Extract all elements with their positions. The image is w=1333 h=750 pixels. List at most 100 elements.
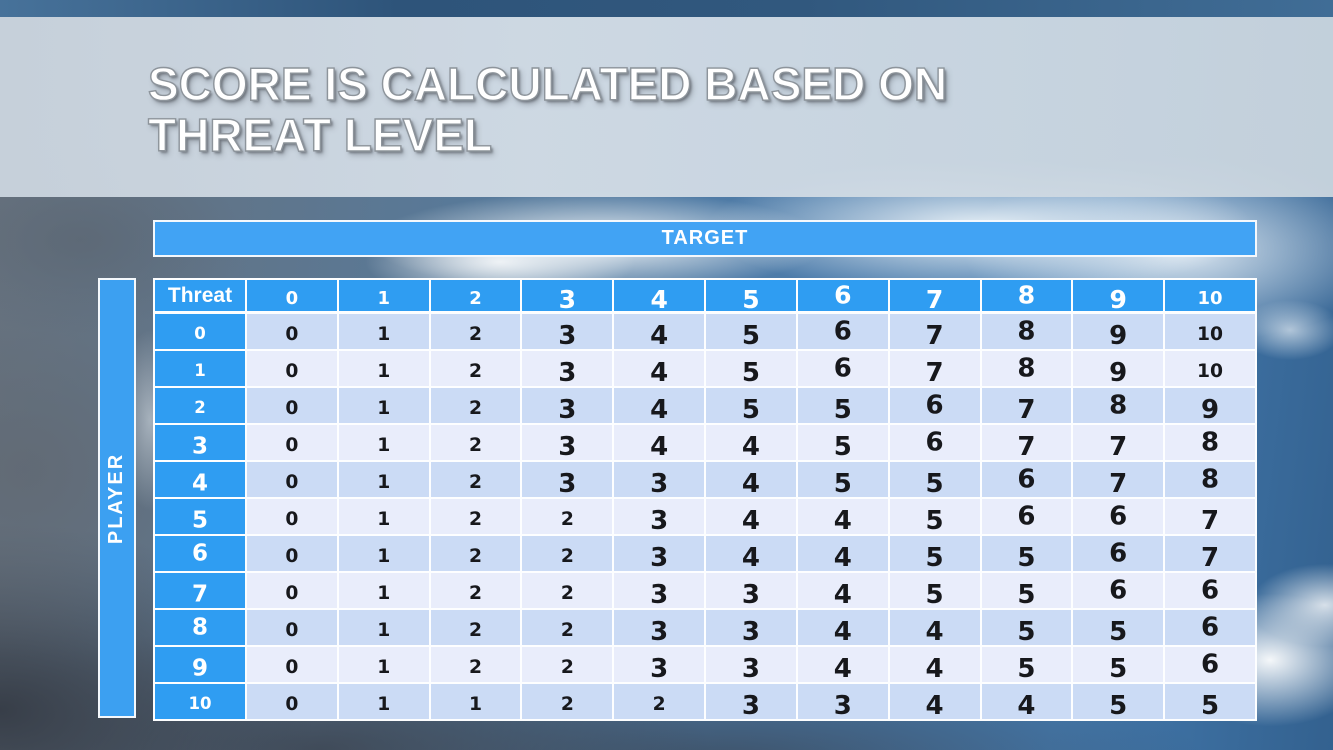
score-cell: 2 [428,386,523,425]
cell-value: 0 [285,360,299,382]
cell-value: 3 [650,579,669,609]
cell-value: 9 [1109,320,1128,350]
cell-value: 1 [377,288,390,309]
cell-value: 5 [742,284,760,313]
target-level-header: 9 [1071,278,1166,314]
score-cell: 2 [520,571,615,610]
cell-value: 2 [469,545,483,567]
score-cell: 2 [520,534,615,573]
score-cell: 7 [1163,534,1257,573]
score-cell: 5 [887,460,982,499]
score-cell: 4 [795,608,890,647]
cell-value: 0 [285,619,299,641]
score-cell: 3 [704,571,798,610]
score-cell: 3 [612,645,707,684]
score-cell: 3 [612,497,707,536]
cell-value: 2 [194,397,206,417]
score-cell: 4 [612,423,707,462]
score-cell: 5 [979,534,1074,573]
slide-title-line1: SCORE IS CALCULATED BASED ON [147,58,948,110]
cell-value: 7 [1017,394,1036,424]
score-cell: 0 [245,645,339,684]
cell-value: 0 [285,656,299,678]
target-level-header: 4 [612,278,707,314]
score-cell: 4 [795,497,890,536]
target-axis-bar: TARGET [153,220,1257,257]
score-cell: 4 [795,645,890,684]
score-cell: 8 [1071,386,1166,425]
score-table-body: 0 0 1 2 3 4 5 6 7 8 9 10 1 0 1 2 3 4 5 6 7 8 9 10 2 0 1 2 3 4 5 5 6 7 8 9 3 0… [153,311,1257,721]
score-cell: 2 [428,311,523,351]
target-level-header: 3 [520,278,615,314]
cell-value: 5 [925,505,944,535]
score-cell: 3 [612,460,707,499]
cell-value: 6 [1017,463,1036,494]
cell-value: 2 [560,508,574,530]
score-cell: 2 [428,423,523,462]
cell-value: 2 [469,471,483,493]
cell-value: 5 [1109,690,1128,720]
score-row: 2 0 1 2 3 4 5 5 6 7 8 9 [153,386,1257,425]
score-cell: 5 [1163,682,1257,721]
score-cell: 5 [887,571,982,610]
cell-value: 5 [1109,616,1128,646]
cell-value: 2 [560,693,574,715]
cell-value: 1 [377,693,391,715]
cell-value: 1 [377,360,391,382]
cell-value: 8 [1017,315,1036,346]
target-level-header: 5 [704,278,798,314]
score-cell: 3 [795,682,890,721]
score-cell: 7 [1071,423,1166,462]
score-cell: 3 [704,645,798,684]
cell-value: 1 [377,508,391,530]
cell-value: 0 [285,323,299,345]
cell-value: 2 [469,323,483,345]
cell-value: 4 [741,505,761,535]
cell-value: 6 [1201,611,1220,642]
target-level-header: 0 [245,278,339,314]
score-row: 10 0 1 1 2 2 3 3 4 4 5 5 [153,682,1257,721]
cell-value: 4 [833,505,852,535]
score-cell: 7 [1163,497,1257,536]
score-cell: 8 [979,311,1074,351]
cell-value: 1 [469,693,483,715]
score-cell: 1 [336,386,431,425]
target-level-header: 8 [979,278,1074,314]
score-cell: 1 [336,497,431,536]
cell-value: 3 [650,616,669,646]
score-cell: 5 [795,460,890,499]
score-cell: 1 [428,682,523,721]
score-cell: 0 [245,497,339,536]
cell-value: 8 [1201,426,1220,457]
cell-value: 3 [558,320,577,350]
cell-value: 9 [191,654,208,681]
score-cell: 3 [704,682,798,721]
score-cell: 5 [887,534,982,573]
slide-title: SCORE IS CALCULATED BASED ON THREAT LEVE… [147,58,948,161]
cell-value: 3 [741,579,761,609]
score-cell: 6 [979,460,1074,499]
player-threat-header: 0 [153,311,247,351]
cell-value: 7 [1109,468,1128,498]
cell-value: 0 [194,323,206,343]
score-cell: 5 [795,423,890,462]
cell-value: 3 [833,690,852,720]
target-axis-label: TARGET [661,227,749,249]
cell-value: 6 [191,540,208,567]
corner-header-cell: Threat [153,278,247,314]
score-cell: 10 [1163,311,1257,351]
score-cell: 2 [520,608,615,647]
score-cell: 9 [1071,349,1166,388]
score-cell: 2 [428,645,523,684]
cell-value: 3 [191,432,208,459]
cell-value: 4 [741,431,761,461]
score-cell: 4 [612,349,707,388]
score-cell: 4 [979,682,1074,721]
cell-value: 10 [1197,360,1224,382]
score-cell: 3 [520,460,615,499]
cell-value: 4 [833,616,852,646]
cell-value: 2 [469,619,483,641]
cell-value: 4 [925,690,944,720]
score-cell: 0 [245,311,339,351]
cell-value: 2 [560,545,574,567]
